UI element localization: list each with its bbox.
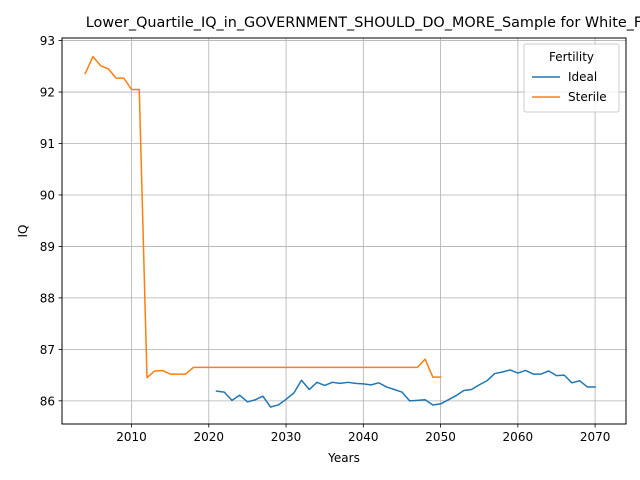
x-tick-label: 2060: [503, 430, 534, 444]
series-line-sterile: [84, 55, 442, 379]
axis-ticks: 2010 2020 2030 2040 2050 2060 2070 86 87 88 89 90 91…: [40, 34, 611, 444]
legend-box: [523, 43, 620, 113]
x-tick-label: 2020: [194, 430, 225, 444]
y-tick-label: 87: [40, 343, 55, 357]
y-axis-label: IQ: [16, 225, 30, 238]
y-tick-label: 89: [40, 240, 55, 254]
y-tick-label: 92: [40, 86, 55, 100]
y-tick-label: 86: [40, 394, 55, 408]
x-tick-label: 2050: [425, 430, 456, 444]
x-tick-label: 2030: [271, 430, 302, 444]
gridlines: [62, 38, 626, 424]
legend-label-ideal: Ideal: [568, 70, 597, 84]
x-axis-label: Years: [327, 451, 360, 465]
chart-title: Lower_Quartile_IQ_in_GOVERNMENT_SHOULD_D…: [86, 15, 640, 31]
y-tick-label: 91: [40, 137, 55, 151]
plot-frame: [61, 37, 627, 425]
legend: Fertility Ideal Sterile: [523, 43, 620, 113]
legend-label-sterile: Sterile: [568, 90, 607, 104]
legend-title: Fertility: [549, 50, 594, 64]
series-layer: [84, 55, 596, 408]
x-tick-label: 2040: [348, 430, 379, 444]
series-line-ideal: [215, 369, 596, 408]
y-tick-label: 90: [40, 188, 55, 202]
y-tick-label: 93: [40, 34, 55, 48]
x-tick-label: 2010: [116, 430, 147, 444]
x-tick-label: 2070: [580, 430, 611, 444]
y-tick-label: 88: [40, 291, 55, 305]
